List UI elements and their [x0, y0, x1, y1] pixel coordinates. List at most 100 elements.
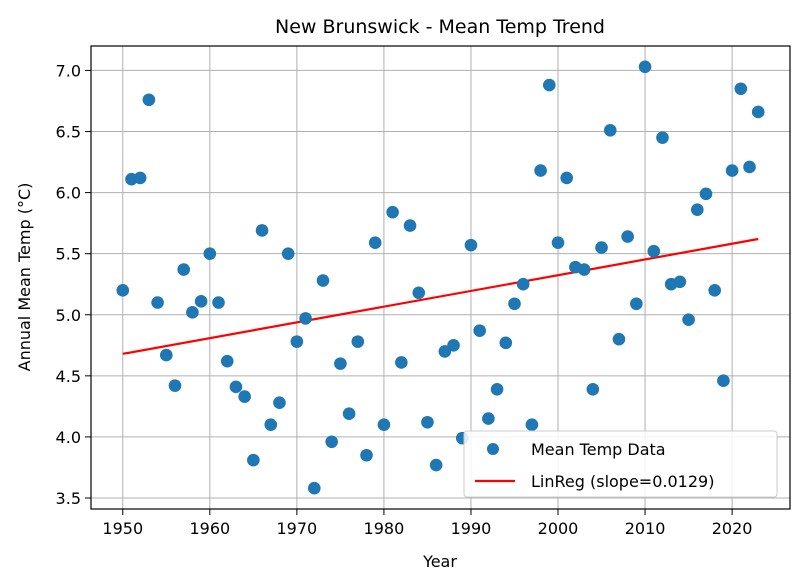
data-point: [499, 336, 513, 350]
data-point: [638, 60, 652, 74]
data-point: [116, 284, 130, 297]
x-tick-label: 1950: [102, 519, 143, 538]
data-point: [464, 238, 478, 252]
data-point: [751, 105, 765, 119]
x-axis-ticks: 1950 1960 1970 1980 1990 2000 2010 2020: [102, 509, 752, 538]
data-point: [734, 82, 748, 96]
data-point: [725, 164, 739, 177]
regression-line: [122, 237, 759, 355]
data-point: [490, 382, 504, 396]
x-tick-label: 1960: [189, 519, 230, 538]
data-point: [682, 313, 695, 326]
data-point: [351, 335, 365, 348]
data-point: [429, 458, 443, 472]
x-tick-label: 1980: [364, 519, 405, 538]
data-point: [238, 390, 251, 403]
data-point: [473, 324, 486, 337]
y-tick-label: 5.5: [56, 245, 81, 264]
data-point: [482, 412, 495, 425]
legend-label-line: LinReg (slope=0.0129): [531, 472, 714, 491]
data-point: [334, 357, 347, 370]
data-point: [708, 284, 722, 297]
data-point: [447, 339, 460, 352]
data-point: [203, 247, 217, 260]
y-tick-label: 6.0: [56, 184, 81, 203]
data-point: [717, 374, 730, 388]
legend-label-scatter: Mean Temp Data: [531, 440, 666, 459]
data-point: [421, 415, 434, 429]
data-point: [577, 263, 591, 276]
chart-title: New Brunswick - Mean Temp Trend: [275, 16, 605, 38]
data-point: [194, 295, 208, 308]
data-point: [360, 448, 373, 462]
data-point: [273, 396, 286, 410]
x-tick-label: 2010: [625, 519, 666, 538]
data-point: [543, 78, 556, 92]
data-point: [133, 171, 147, 185]
y-tick-label: 7.0: [56, 61, 81, 80]
data-point: [159, 348, 173, 362]
data-point: [525, 418, 539, 432]
data-point: [630, 297, 643, 311]
data-point: [342, 407, 356, 421]
data-point: [299, 312, 312, 325]
x-tick-label: 2020: [712, 519, 753, 538]
x-tick-label: 1970: [277, 519, 318, 538]
y-tick-label: 6.5: [56, 123, 81, 142]
data-point: [168, 379, 182, 392]
data-point: [186, 306, 199, 319]
y-tick-label: 4.5: [56, 367, 81, 386]
data-point: [403, 219, 417, 232]
data-point: [142, 93, 156, 107]
data-point: [534, 164, 547, 177]
data-point: [586, 382, 600, 396]
data-point: [177, 263, 191, 276]
data-point: [281, 247, 295, 260]
legend: Mean Temp Data LinReg (slope=0.0129): [463, 430, 778, 498]
y-axis-label: Annual Mean Temp (°C): [15, 183, 34, 372]
data-point: [656, 131, 669, 144]
data-point: [151, 296, 164, 309]
legend-box: [463, 430, 778, 498]
data-point: [368, 236, 382, 249]
x-tick-label: 1990: [451, 519, 492, 538]
plot-frame: [90, 45, 791, 510]
data-point: [612, 332, 626, 346]
legend-marker-scatter: [487, 443, 499, 455]
data-point: [551, 236, 565, 249]
regression-line-group: [122, 237, 759, 355]
data-point: [212, 296, 225, 309]
data-point: [516, 277, 530, 291]
y-tick-label: 5.0: [56, 306, 81, 325]
data-point: [325, 435, 338, 449]
data-points: [116, 60, 765, 495]
data-point: [673, 275, 687, 289]
x-axis-label: Year: [422, 552, 457, 571]
y-tick-label: 4.0: [56, 428, 81, 447]
data-point: [386, 205, 399, 219]
y-tick-label: 3.5: [56, 489, 81, 508]
data-point: [229, 380, 243, 394]
data-point: [412, 286, 426, 300]
data-point: [621, 230, 634, 243]
data-point: [560, 171, 574, 185]
data-point: [603, 123, 617, 137]
data-point: [699, 187, 713, 201]
data-point: [307, 481, 321, 495]
y-axis-ticks: 3.5 4.0 4.5 5.0 5.5 6.0 6.5 7.0: [56, 61, 91, 508]
data-point: [247, 453, 260, 467]
data-point: [395, 356, 408, 369]
data-point: [647, 244, 661, 258]
data-point: [377, 418, 391, 432]
data-point: [508, 297, 521, 311]
data-point: [255, 224, 269, 237]
data-point: [595, 241, 608, 254]
data-point: [743, 160, 756, 174]
data-point: [290, 335, 304, 348]
data-point: [316, 274, 330, 287]
data-point: [690, 203, 704, 216]
data-point: [220, 354, 234, 368]
x-tick-label: 2000: [538, 519, 579, 538]
data-point: [264, 418, 278, 432]
